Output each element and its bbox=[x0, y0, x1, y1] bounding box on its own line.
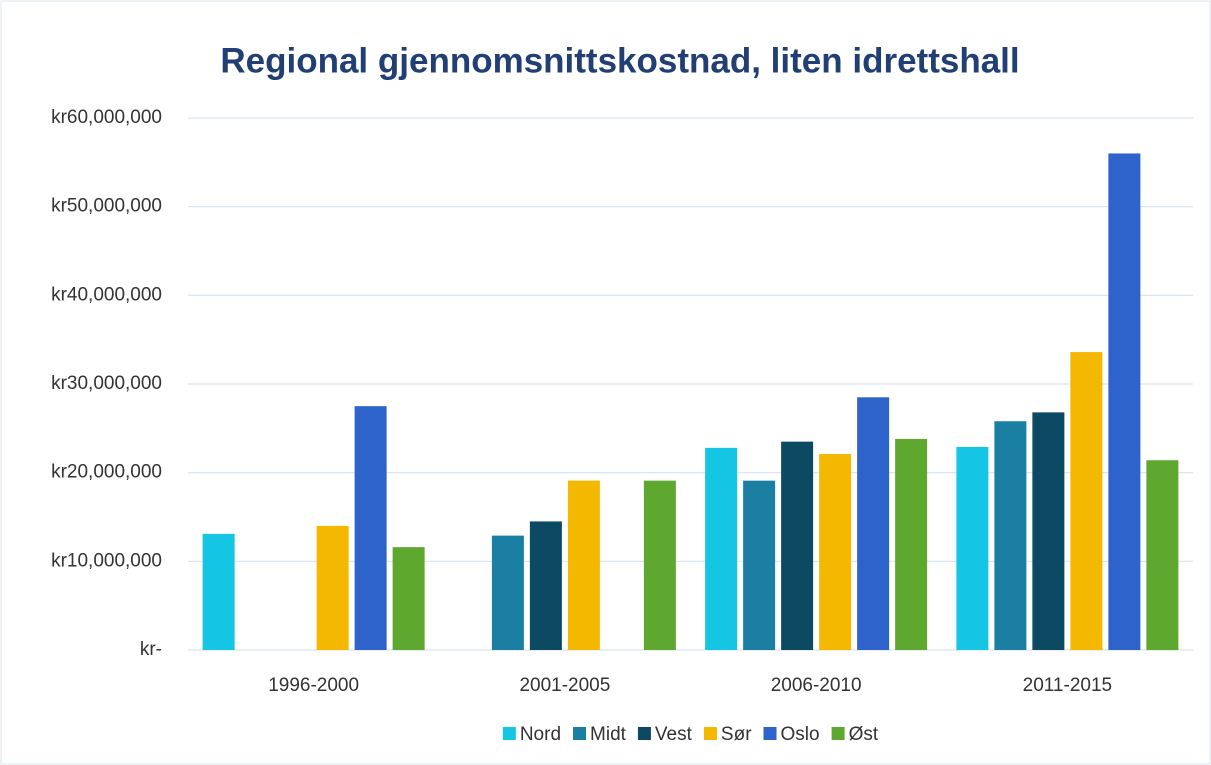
legend-label: Øst bbox=[849, 724, 879, 745]
legend-label: Oslo bbox=[781, 724, 820, 745]
legend-swatch bbox=[763, 727, 777, 740]
legend-swatch bbox=[703, 727, 717, 740]
chart-title: Regional gjennomsnittskostnad, liten idr… bbox=[220, 41, 1019, 80]
y-tick-label: kr40,000,000 bbox=[51, 284, 162, 305]
y-tick-label: kr- bbox=[140, 639, 162, 660]
y-tick-label: kr60,000,000 bbox=[51, 107, 162, 128]
legend-swatch bbox=[637, 727, 651, 740]
legend: Nord Midt Vest Sør Oslo Øst bbox=[502, 724, 879, 745]
bar bbox=[202, 533, 235, 650]
bar bbox=[956, 446, 989, 650]
x-tick-label: 2001-2005 bbox=[519, 675, 610, 696]
y-tick-label: kr50,000,000 bbox=[51, 196, 162, 217]
legend-label: Nord bbox=[520, 724, 561, 745]
y-tick-label: kr10,000,000 bbox=[51, 550, 162, 571]
bar bbox=[316, 525, 349, 650]
legend-label: Midt bbox=[590, 724, 627, 745]
bar bbox=[994, 421, 1027, 650]
bar bbox=[567, 480, 600, 650]
bar bbox=[491, 535, 524, 650]
bar bbox=[529, 521, 562, 650]
bar bbox=[705, 447, 738, 650]
bar bbox=[857, 397, 890, 650]
x-tick-label: 2011-2015 bbox=[1023, 675, 1112, 696]
bar bbox=[781, 441, 814, 650]
bar bbox=[819, 454, 852, 650]
x-tick-label: 2006-2010 bbox=[771, 675, 862, 696]
bar bbox=[1146, 460, 1179, 650]
bar bbox=[743, 480, 776, 650]
bar bbox=[1108, 153, 1141, 650]
bar bbox=[392, 547, 425, 650]
bar bbox=[354, 406, 387, 650]
bar bbox=[1070, 352, 1103, 650]
bar bbox=[643, 480, 676, 650]
legend-swatch bbox=[573, 727, 587, 740]
bar bbox=[895, 438, 928, 650]
y-tick-label: kr30,000,000 bbox=[51, 373, 162, 394]
y-tick-label: kr20,000,000 bbox=[51, 462, 162, 483]
legend-swatch bbox=[502, 727, 516, 740]
legend-swatch bbox=[831, 727, 845, 740]
x-tick-label: 1996-2000 bbox=[268, 675, 359, 696]
bar bbox=[1032, 412, 1065, 650]
legend-label: Vest bbox=[655, 724, 693, 745]
legend-label: Sør bbox=[721, 724, 752, 745]
